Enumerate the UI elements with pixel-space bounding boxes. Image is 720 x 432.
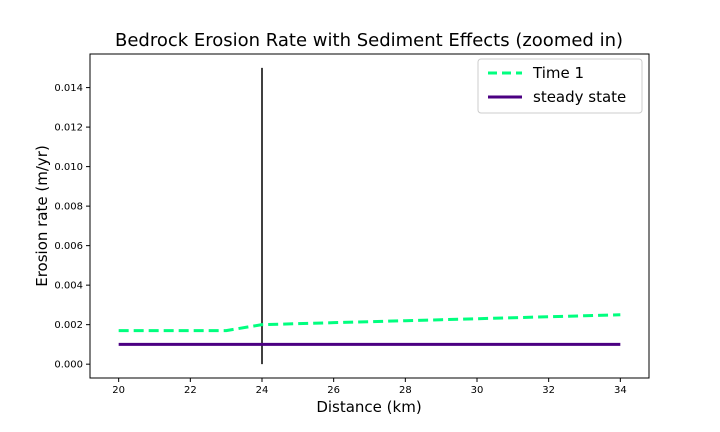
y-tick-label: 0.006 — [54, 241, 83, 252]
y-tick-label: 0.014 — [54, 83, 83, 94]
y-tick-label: 0.010 — [54, 162, 83, 173]
x-axis-label: Distance (km) — [316, 398, 421, 416]
y-axis-label: Erosion rate (m/yr) — [33, 145, 51, 287]
x-tick-label: 28 — [399, 385, 412, 396]
plot-area — [118, 67, 621, 365]
legend-label-steady-state: steady state — [533, 88, 626, 106]
axes-frame — [89, 53, 650, 379]
x-tick-label: 34 — [614, 385, 627, 396]
x-tick-label: 32 — [542, 385, 555, 396]
y-tick-label: 0.004 — [54, 281, 83, 292]
y-tick-label: 0.008 — [54, 202, 83, 213]
x-axis: 20 22 24 26 28 30 32 34 — [112, 378, 627, 396]
chart-title: Bedrock Erosion Rate with Sediment Effec… — [115, 30, 623, 51]
legend: Time 1 steady state — [477, 58, 643, 114]
y-tick-label: 0.012 — [54, 123, 83, 134]
x-tick-label: 20 — [112, 385, 125, 396]
y-axis: 0.000 0.002 0.004 0.006 0.008 0.010 0.012 0.014 — [54, 83, 90, 371]
x-tick-label: 22 — [184, 385, 197, 396]
legend-label-time-1: Time 1 — [532, 64, 584, 82]
y-tick-label: 0.000 — [54, 360, 83, 371]
y-tick-label: 0.002 — [54, 320, 83, 331]
x-tick-label: 30 — [471, 385, 484, 396]
x-tick-label: 24 — [256, 385, 269, 396]
series-line-time-1 — [118, 313, 621, 333]
x-tick-label: 26 — [327, 385, 340, 396]
